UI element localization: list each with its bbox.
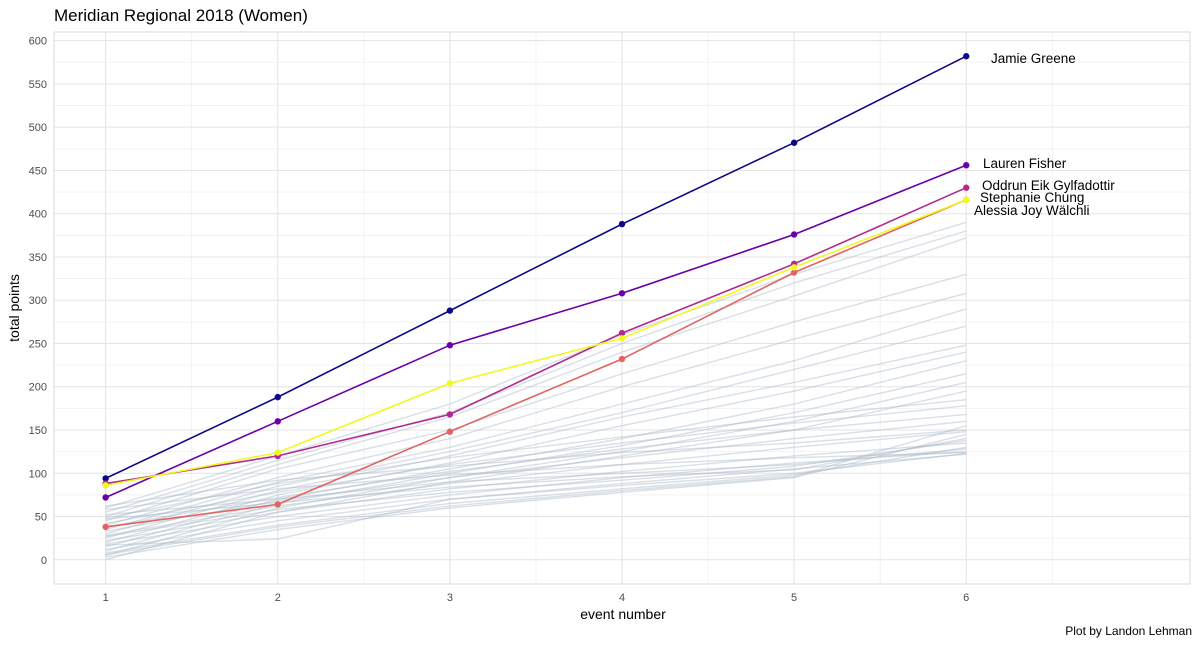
field-line [105,381,967,557]
y-axis-title: total points [6,274,22,342]
field-line [105,351,967,544]
field-line [105,425,967,556]
series-point [963,196,970,204]
caption: Plot by Landon Lehman [1065,624,1192,638]
field-line [105,308,967,531]
y-tick-label: 550 [29,79,47,91]
field-line [105,230,967,513]
field-line [105,453,967,551]
series-point [274,449,281,456]
field-lines [105,221,967,561]
series-point [963,184,970,191]
series-point [274,501,281,508]
chart-title: Meridian Regional 2018 (Women) [54,6,308,25]
x-tick-label: 1 [103,592,109,604]
series-point [446,380,454,387]
field-line [105,446,967,554]
grid [54,32,1190,584]
field-line [105,450,967,545]
series-point [274,418,281,425]
field-line [105,433,967,558]
series-point [102,475,109,482]
y-tick-label: 300 [29,295,47,307]
series-point [446,342,454,349]
series-point [790,264,798,271]
x-axis-title: event number [580,606,666,622]
y-tick-label: 50 [35,512,47,524]
series-point [102,482,109,489]
field-line [105,344,967,539]
field-line [105,325,967,535]
field-line [105,373,967,552]
y-tick-label: 150 [29,425,47,437]
field-line [105,273,967,522]
series-label: Alessia Joy Wälchli [974,203,1090,218]
y-tick-label: 200 [29,382,47,394]
y-tick-label: 600 [29,36,47,48]
series-label: Stephanie Chung [980,190,1084,205]
field-line [105,431,967,537]
series-point [790,231,798,238]
field-line [105,390,967,561]
series-point [963,162,970,169]
field-line [105,237,967,518]
series-point [790,269,798,276]
series-line [105,199,967,528]
series-point [618,355,626,363]
x-tick-label: 2 [275,592,281,604]
x-tick-label: 4 [619,592,625,604]
series-point [963,53,970,60]
y-axis-ticks: 0 50 100 150 200 250 300 350 400 450 500 550 600 [29,36,47,567]
field-line [105,221,967,509]
x-tick-label: 3 [447,592,453,604]
field-line [105,442,967,542]
series-point [446,411,454,418]
series-point [102,523,109,531]
field-line [105,439,967,538]
field-line [105,420,967,532]
series-line [105,164,967,499]
y-tick-label: 350 [29,252,47,264]
series-label: Jamie Greene [991,51,1076,66]
field-line [105,451,967,511]
field-line [105,413,967,528]
top-series: Jamie Greene Lauren Fisher Oddrun Eik Gylf… [102,51,1115,531]
field-line [105,405,967,525]
x-tick-label: 6 [963,592,969,604]
series-label: Lauren Fisher [983,156,1067,171]
field-line [105,452,967,546]
y-tick-label: 0 [41,555,47,567]
series-line [105,55,967,480]
field-line [105,292,967,526]
series-point [790,139,798,146]
y-tick-label: 250 [29,338,47,350]
field-line [105,429,967,507]
series-line [105,186,967,485]
series-point [274,393,281,401]
series-point [446,307,454,314]
y-tick-label: 450 [29,165,47,177]
field-line [105,360,967,548]
y-tick-label: 100 [29,468,47,480]
series-point [618,329,626,337]
series-line [105,199,967,487]
y-tick-label: 500 [29,122,47,134]
field-line [105,399,967,519]
x-tick-label: 5 [791,592,797,604]
y-tick-label: 400 [29,209,47,221]
plot-panel [53,31,1191,585]
series-point [102,494,109,501]
series-point [446,428,454,435]
x-axis-ticks: 1 2 3 4 5 6 [103,592,970,604]
series-label: Oddrun Eik Gylfadottir [982,178,1115,193]
series-point [618,290,626,297]
field-line [105,448,967,516]
series-point [618,220,626,228]
field-line [105,437,967,520]
series-point [618,335,626,342]
